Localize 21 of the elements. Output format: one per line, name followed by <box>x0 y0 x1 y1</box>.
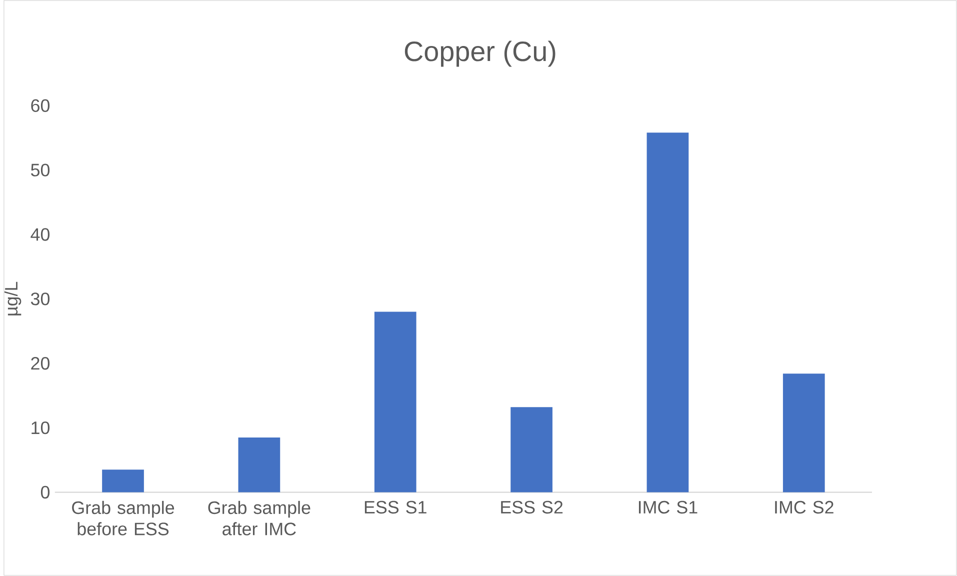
x-tick-label: Grab sample after IMC <box>208 500 310 536</box>
bar <box>782 374 825 492</box>
x-tick-label: Grab sample before ESS <box>72 500 174 536</box>
y-tick-label: 0 <box>40 486 50 499</box>
bar <box>510 407 552 492</box>
y-tick-label: 40 <box>30 228 50 241</box>
x-tick-label: IMC S1 <box>638 500 698 514</box>
x-tick-label: IMC S2 <box>775 500 834 514</box>
bar <box>374 312 416 492</box>
y-axis-title: µg/L <box>4 282 22 316</box>
x-tick-label: ESS S1 <box>364 500 426 514</box>
y-tick-label: 60 <box>31 99 50 112</box>
bar <box>238 437 280 492</box>
x-tick-label: ESS S2 <box>501 500 563 514</box>
y-tick-label: 20 <box>31 357 50 370</box>
y-tick-label: 50 <box>30 164 50 176</box>
bar <box>646 132 689 492</box>
bar <box>102 470 144 492</box>
y-tick-label: 30 <box>30 292 50 306</box>
chart-title: Copper (Cu) <box>404 40 556 67</box>
y-tick-label: 10 <box>32 421 50 434</box>
